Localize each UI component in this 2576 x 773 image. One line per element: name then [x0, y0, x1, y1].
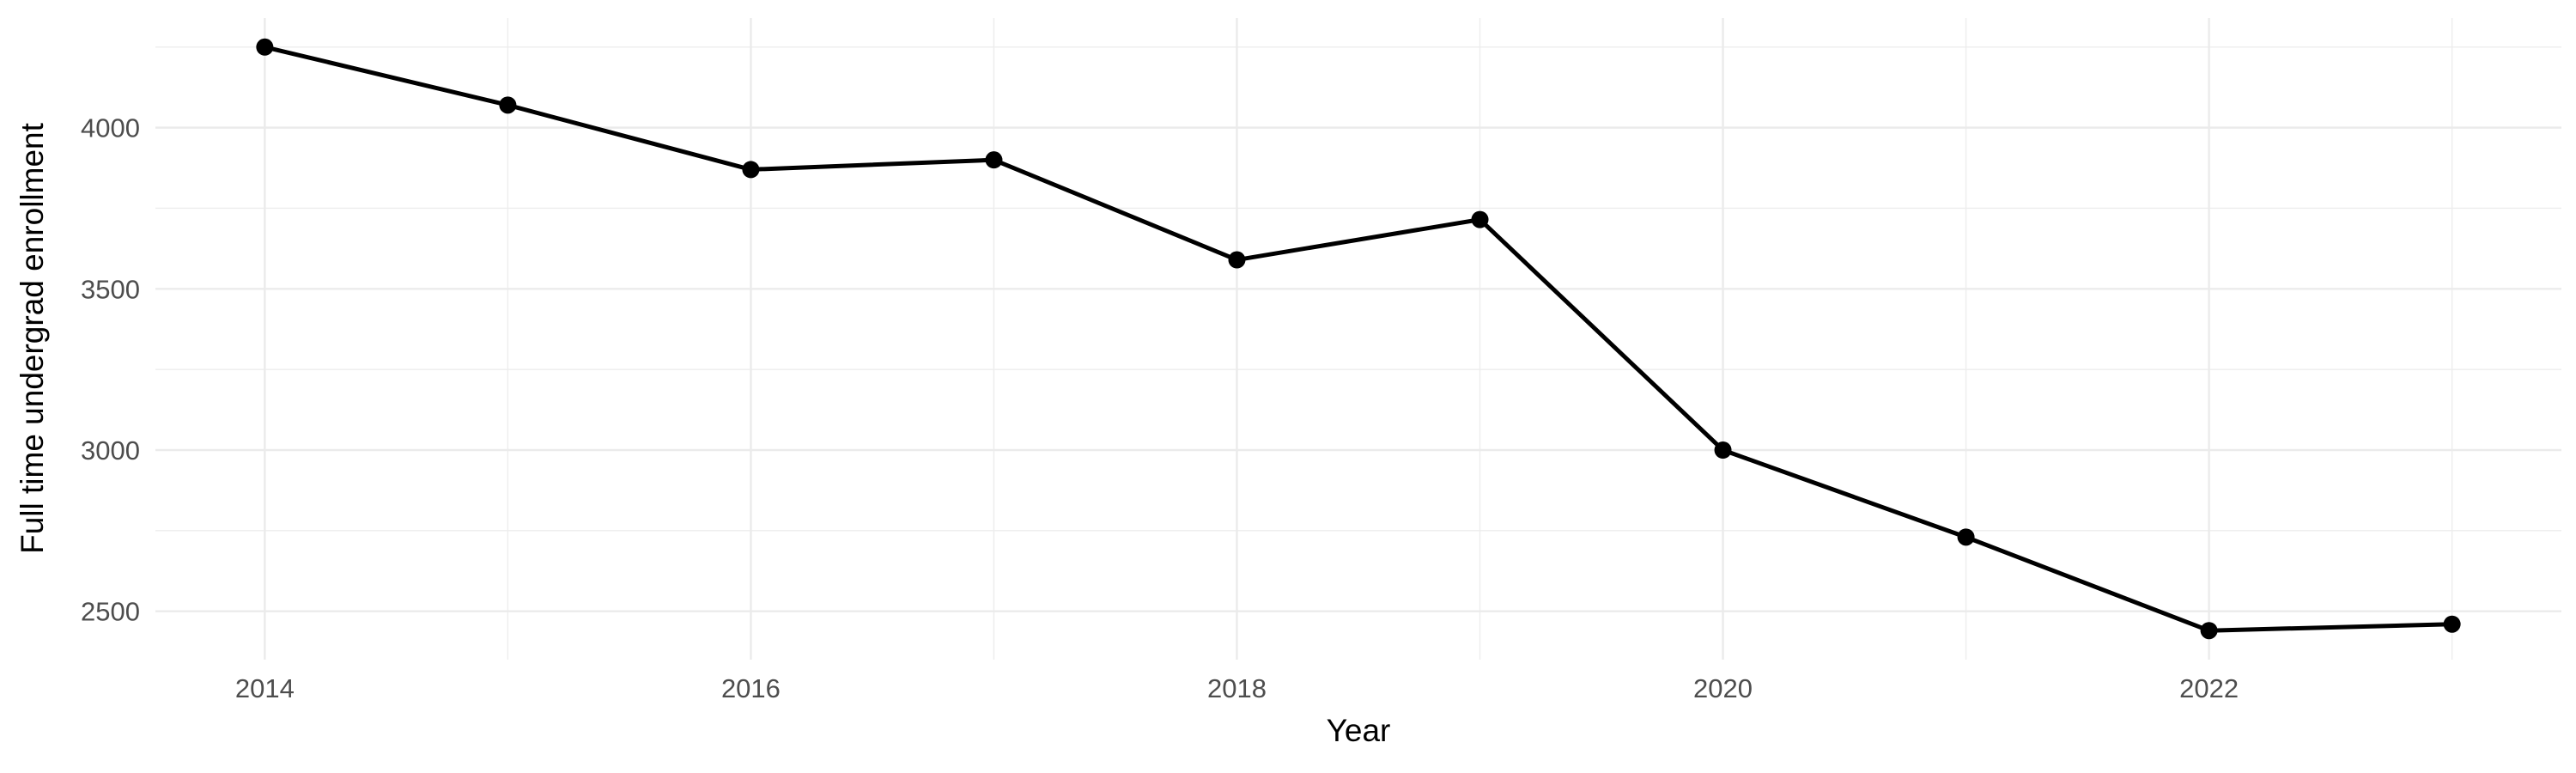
data-point-2019	[1471, 210, 1489, 228]
data-point-2016	[742, 161, 760, 179]
y-tick-label-3500: 3500	[81, 274, 140, 304]
x-tick-label-2018: 2018	[1207, 673, 1267, 703]
y-axis-title: Full time undergrad enrollment	[15, 123, 50, 554]
data-point-2020	[1714, 441, 1732, 460]
y-tick-label-2500: 2500	[81, 597, 140, 627]
data-point-2021	[1957, 528, 1975, 546]
data-point-2022	[2200, 622, 2218, 640]
data-point-2017	[985, 151, 1003, 169]
x-tick-label-2014: 2014	[235, 673, 295, 703]
y-tick-label-4000: 4000	[81, 113, 140, 143]
data-point-2015	[499, 96, 517, 114]
data-point-2014	[256, 38, 274, 56]
x-tick-label-2016: 2016	[721, 673, 781, 703]
x-tick-label-2022: 2022	[2179, 673, 2239, 703]
enrollment-series-line	[264, 45, 2452, 633]
y-tick-label-3000: 3000	[81, 435, 140, 466]
x-axis-title: Year	[1326, 713, 1391, 748]
data-point-2023	[2443, 615, 2461, 633]
x-tick-label-2020: 2020	[1693, 673, 1753, 703]
data-point-2018	[1228, 251, 1246, 269]
